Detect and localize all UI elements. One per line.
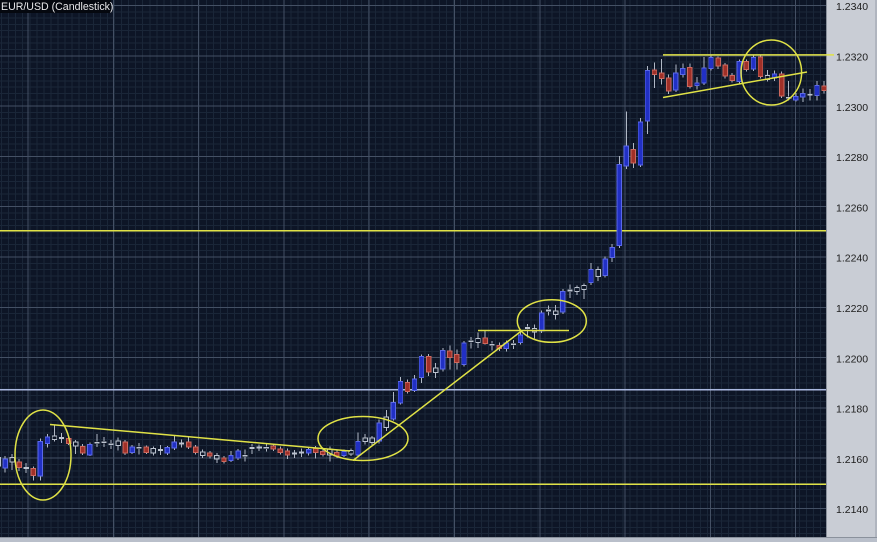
- svg-text:1.2140: 1.2140: [836, 504, 868, 516]
- svg-text:1.2300: 1.2300: [836, 102, 868, 114]
- svg-text:1.2240: 1.2240: [836, 253, 868, 265]
- svg-text:1.2160: 1.2160: [836, 454, 868, 466]
- svg-text:1.2220: 1.2220: [836, 303, 868, 315]
- svg-text:1.2260: 1.2260: [836, 202, 868, 214]
- svg-text:1.2340: 1.2340: [836, 1, 868, 13]
- svg-text:1.2180: 1.2180: [836, 404, 868, 416]
- svg-text:EUR/USD (Candlestick): EUR/USD (Candlestick): [1, 1, 113, 13]
- svg-text:1.2200: 1.2200: [836, 353, 868, 365]
- svg-text:1.2320: 1.2320: [836, 52, 868, 64]
- svg-text:1.2280: 1.2280: [836, 152, 868, 164]
